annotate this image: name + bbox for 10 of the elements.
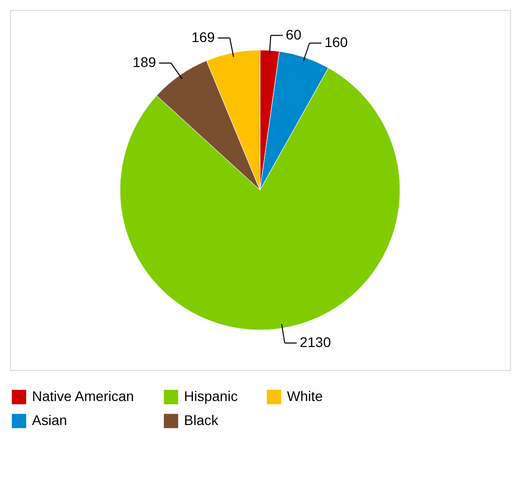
data-label: 60 xyxy=(286,26,302,42)
legend-label: Hispanic xyxy=(184,388,238,404)
legend-label: White xyxy=(287,388,323,404)
legend-label: Asian xyxy=(32,412,68,428)
data-label: 169 xyxy=(191,28,216,45)
data-label: 2130 xyxy=(300,334,332,350)
data-label: 160 xyxy=(324,34,348,50)
legend-label: Black xyxy=(184,412,220,428)
legend-label: Native American xyxy=(32,388,134,404)
data-label: 189 xyxy=(132,54,156,70)
